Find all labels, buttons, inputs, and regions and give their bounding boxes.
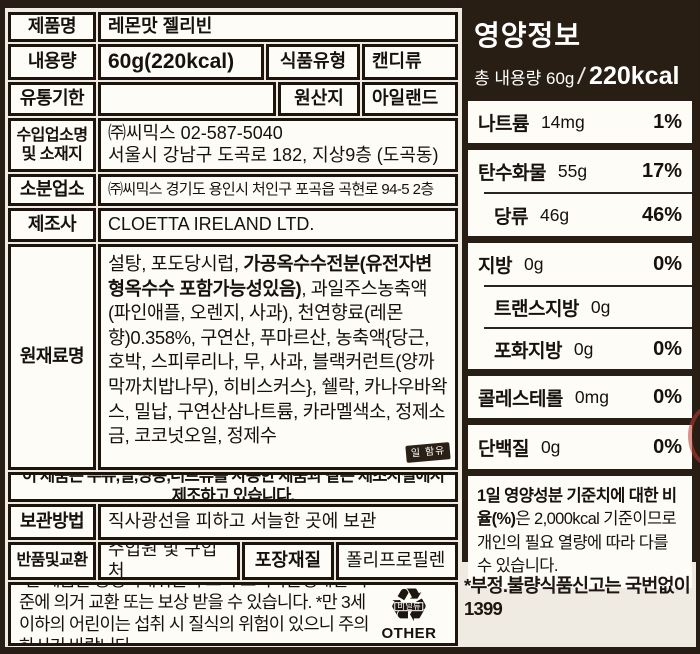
row-divider [484, 285, 692, 287]
row-repacker: 소분업소 ㈜씨믹스 경기도 용인시 처인구 포곡읍 곡현로 94-5 2층 [8, 174, 458, 206]
nutrient-group-cholesterol: 콜레스테롤 0mg 0% [468, 376, 692, 418]
nutrient-row-transfat: 트랜스지방 0g [494, 296, 611, 320]
recycle-icon: ♻비닐류 [388, 585, 429, 629]
nutrient-row-cholesterol: 콜레스테롤 0mg 0% [478, 385, 682, 410]
serving-calories: 220kcal [589, 62, 680, 90]
importer-value: ㈜씨믹스 02-587-5040 서울시 강남구 도곡로 182, 지상9층 (… [98, 118, 458, 172]
ingredients-text: 설탕, 포도당시럽, 가공옥수수전분(유전자변형옥수수 포함가능성있음), 과일… [108, 253, 448, 447]
origin-label: 원산지 [278, 82, 360, 116]
nutrient-row-sugars: 당류 46g 46% [494, 203, 682, 228]
row-product-name: 제품명 레몬맛 젤리빈 [8, 12, 458, 42]
nutrient-group-protein: 단백질 0g 0% [468, 425, 692, 469]
row-expiry: 유통기한 원산지 아일랜드 [8, 82, 458, 116]
row-allergen: 이 제품은 우유,밀,땅콩,너트류를 사용한 제품과 같은 제조시설에서 제조하… [8, 472, 458, 502]
recycle-material-label: 비닐류 [394, 602, 424, 612]
daily-value-footnote: 1일 영양성분 기준치에 대한 비율(%)은 2,000kcal 기준이므로 개… [468, 476, 692, 588]
ingredients-label: 원재료명 [8, 244, 96, 470]
expiry-value [98, 82, 276, 116]
storage-value: 직사광선을 피하고 서늘한 곳에 보관 [98, 504, 458, 540]
row-manufacturer: 제조사 CLOETTA IRELAND LTD. [8, 208, 458, 242]
label-frame-right [696, 0, 700, 654]
nutrition-title: 영양정보 [474, 20, 582, 51]
allergen-notice: 이 제품은 우유,밀,땅콩,너트류를 사용한 제품과 같은 제조시설에서 제조하… [8, 472, 458, 502]
food-type-label: 식품유형 [266, 44, 360, 80]
product-name-value: 레몬맛 젤리빈 [98, 12, 458, 42]
nutrient-row-satfat: 포화지방 0g 0% [494, 337, 682, 362]
row-storage: 보관방법 직사광선을 피하고 서늘한 곳에 보관 [8, 504, 458, 540]
importer-address: 서울시 강남구 도곡로 182, 지상9층 (도곡동) [108, 145, 439, 165]
nutrition-serving: 총 내용량 60g / 220kcal [468, 54, 692, 101]
expiry-label: 유통기한 [8, 82, 96, 116]
manufacturer-value: CLOETTA IRELAND LTD. [98, 208, 458, 242]
importer-label-line2: 및 소재지 [21, 146, 83, 163]
food-report-hotline: *부정.불량식품신고는 국번없이 1399 [464, 575, 691, 619]
row-net-weight: 내용량 60g(220kcal) 식품유형 캔디류 [8, 44, 458, 80]
nutrition-panel: 영양정보 총 내용량 60g / 220kcal 나트륨 14mg 1% 탄수화… [462, 0, 698, 588]
nutrient-row-protein: 단백질 0g 0% [478, 435, 682, 460]
recycle-code: OTHER [381, 624, 437, 642]
product-info-table: 제품명 레몬맛 젤리빈 내용량 60g(220kcal) 식품유형 캔디류 유통… [8, 12, 458, 646]
label-frame-top [0, 0, 700, 8]
ingredients-value: 설탕, 포도당시럽, 가공옥수수전분(유전자변형옥수수 포함가능성있음), 과일… [98, 244, 458, 470]
net-weight-label: 내용량 [8, 44, 96, 80]
nutrient-row-carbohydrate: 탄수화물 55g 17% [478, 159, 682, 184]
disclaimer-text: *본 제품은 공정거래위원회 고시 소비자분쟁해결 기준에 의거 교환 또는 보… [19, 585, 370, 646]
food-type-value: 캔디류 [362, 44, 458, 80]
recycle-mark: ♻비닐류 OTHER [371, 585, 447, 642]
nutrition-rows: 나트륨 14mg 1% 탄수화물 55g 17% 당류 46g 46% 지방 0… [468, 101, 692, 588]
nutrient-group-carbs: 탄수화물 55g 17% 당류 46g 46% [468, 150, 692, 236]
row-disclaimer: *본 제품은 공정거래위원회 고시 소비자분쟁해결 기준에 의거 교환 또는 보… [8, 582, 458, 646]
nutrient-row-fat: 지방 0g 0% [478, 252, 682, 277]
ingredient-stamp: 일 함유 [404, 441, 451, 463]
serving-size: 총 내용량 60g [474, 69, 575, 88]
label-frame-bottom [0, 647, 700, 654]
row-divider [484, 327, 692, 329]
storage-label: 보관방법 [8, 504, 96, 540]
repacker-value: ㈜씨믹스 경기도 용인시 처인구 포곡읍 곡현로 94-5 2층 [98, 174, 458, 206]
serving-slash: / [576, 62, 587, 91]
nutrient-group-fat: 지방 0g 0% 트랜스지방 0g 포화지방 0g 0% [468, 243, 692, 369]
label-frame-left [0, 0, 5, 654]
row-divider [484, 192, 692, 194]
importer-label-line1: 수입업소명 [16, 126, 88, 144]
row-returns: 반품및교환 수입원 및 구입처 포장재질 폴리프로필렌 [8, 542, 458, 580]
returns-value: 수입원 및 구입처 [98, 542, 240, 580]
nutrient-group-sodium: 나트륨 14mg 1% [468, 101, 692, 143]
repacker-label: 소분업소 [8, 174, 96, 206]
row-importer: 수입업소명 및 소재지 ㈜씨믹스 02-587-5040 서울시 강남구 도곡로… [8, 118, 458, 172]
manufacturer-label: 제조사 [8, 208, 96, 242]
packaging-value: 폴리프로필렌 [336, 542, 458, 580]
net-weight-value: 60g(220kcal) [98, 44, 264, 80]
row-ingredients: 원재료명 설탕, 포도당시럽, 가공옥수수전분(유전자변형옥수수 포함가능성있음… [8, 244, 458, 470]
importer-phone: ㈜씨믹스 02-587-5040 [108, 123, 283, 144]
importer-label: 수입업소명 및 소재지 [8, 118, 96, 172]
packaging-label: 포장재질 [242, 542, 334, 580]
origin-value: 아일랜드 [362, 82, 458, 116]
returns-label: 반품및교환 [8, 542, 96, 580]
nutrient-row-sodium: 나트륨 14mg 1% [478, 110, 682, 135]
disclaimer-cell: *본 제품은 공정거래위원회 고시 소비자분쟁해결 기준에 의거 교환 또는 보… [8, 582, 458, 646]
product-name-label: 제품명 [8, 12, 96, 42]
